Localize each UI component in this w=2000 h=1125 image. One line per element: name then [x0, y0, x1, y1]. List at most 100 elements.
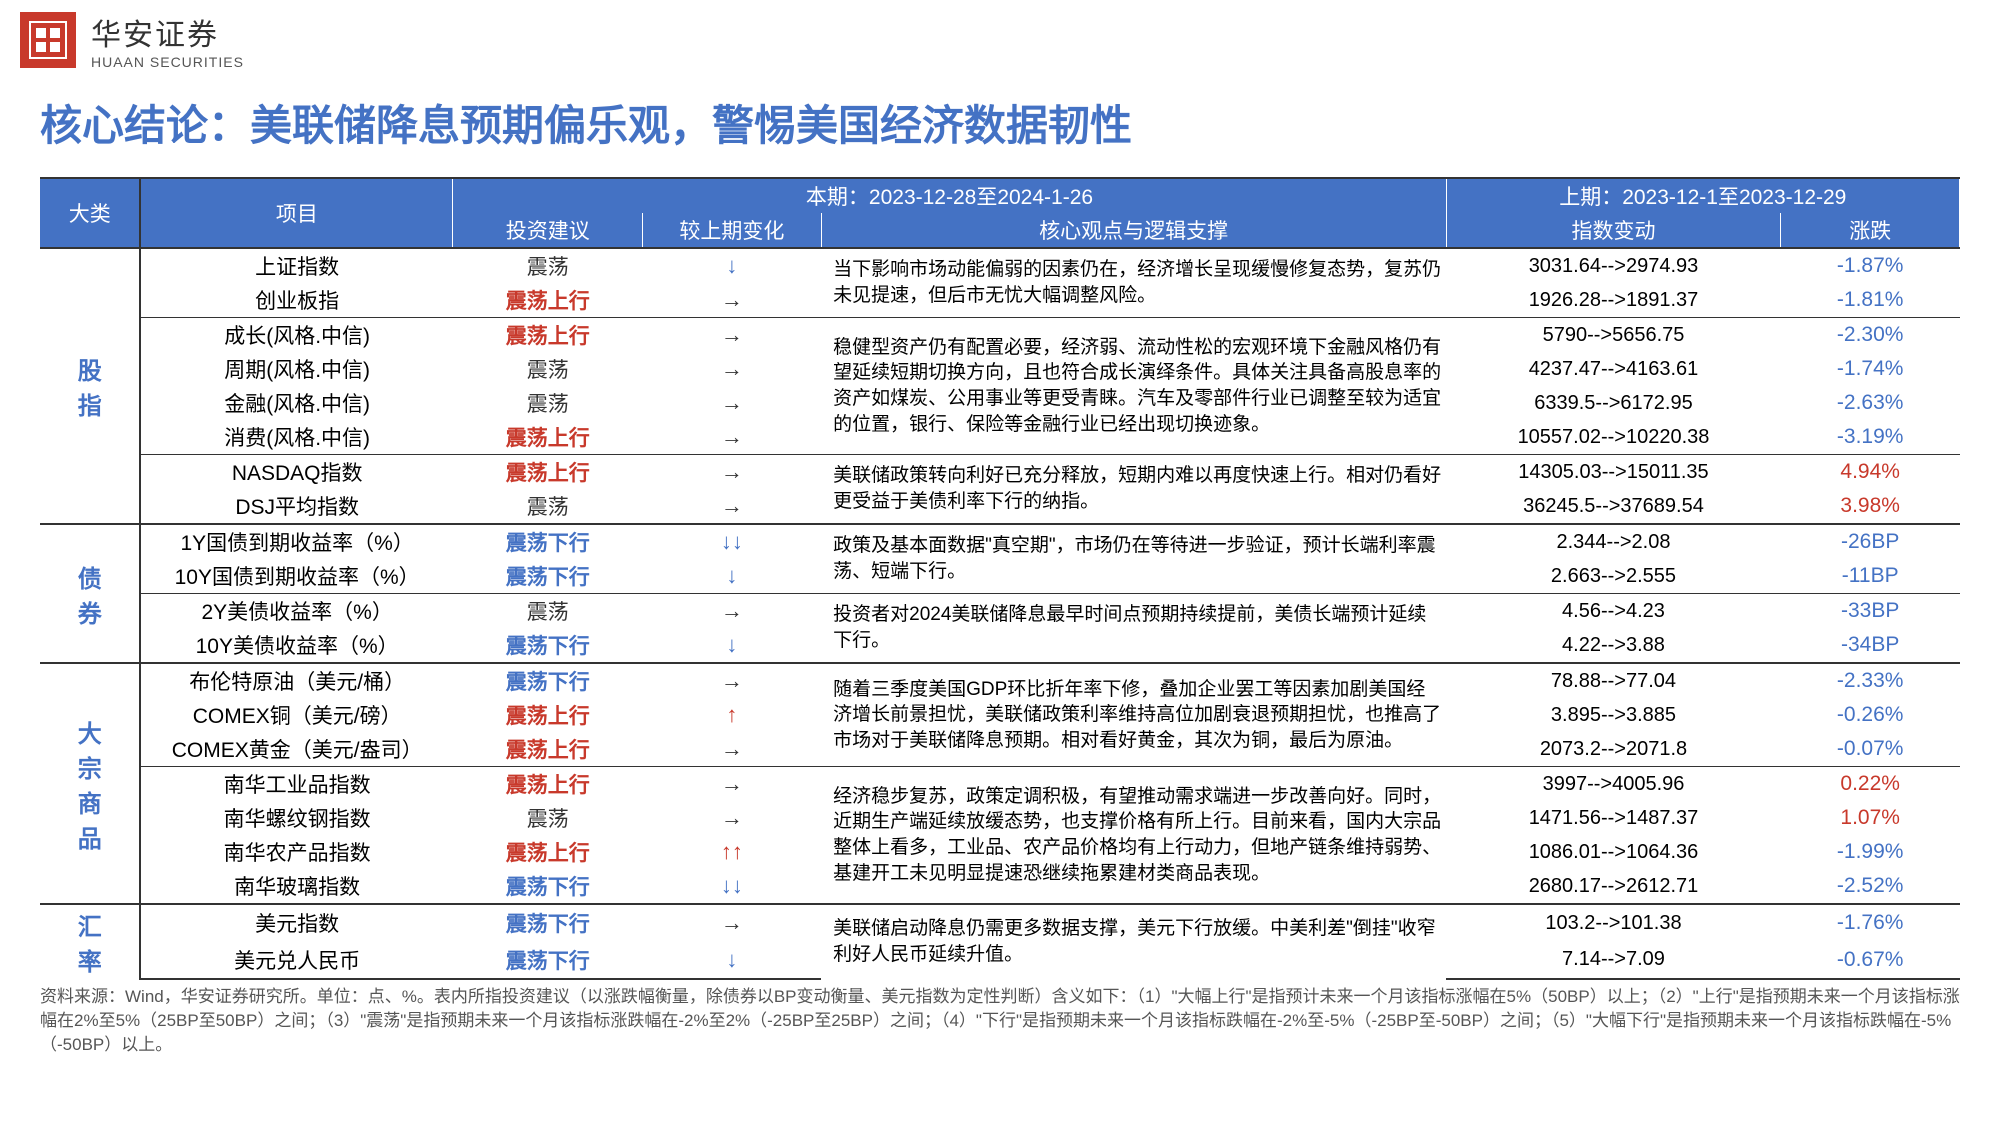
- viewpoint-cell: 当下影响市场动能偏弱的因素仍在，经济增长呈现缓慢修复态势，复苏仍未见提速，但后市…: [821, 248, 1446, 318]
- page-title: 核心结论：美联储降息预期偏乐观，警惕美国经济数据韧性: [0, 80, 2000, 177]
- advice-cell: 震荡上行: [453, 283, 643, 318]
- index-change-cell: 14305.03-->15011.35: [1446, 455, 1781, 490]
- item-cell: COMEX铜（美元/磅）: [140, 698, 452, 732]
- item-cell: 10Y国债到期收益率（%）: [140, 559, 452, 594]
- pct-cell: -1.87%: [1781, 248, 1960, 283]
- index-change-cell: 2.663-->2.555: [1446, 559, 1781, 594]
- index-change-cell: 2073.2-->2071.8: [1446, 732, 1781, 767]
- col-item: 项目: [140, 178, 452, 248]
- item-cell: 上证指数: [140, 248, 452, 283]
- viewpoint-cell: 投资者对2024美联储降息最早时间点预期持续提前，美债长端预计延续下行。: [821, 594, 1446, 664]
- pct-cell: 1.07%: [1781, 801, 1960, 835]
- advice-cell: 震荡上行: [453, 698, 643, 732]
- pct-cell: -2.33%: [1781, 663, 1960, 698]
- advice-cell: 震荡: [453, 352, 643, 386]
- item-cell: NASDAQ指数: [140, 455, 452, 490]
- viewpoint-cell: 经济稳步复苏，政策定调积极，有望推动需求端进一步改善向好。同时，近期生产端延续放…: [821, 767, 1446, 905]
- index-change-cell: 1926.28-->1891.37: [1446, 283, 1781, 318]
- arrow-cell: →: [643, 352, 822, 386]
- page-header: 华安证券 HUAAN SECURITIES: [0, 0, 2000, 80]
- index-change-cell: 5790-->5656.75: [1446, 318, 1781, 353]
- arrow-cell: →: [643, 663, 822, 698]
- advice-cell: 震荡上行: [453, 732, 643, 767]
- logo-icon: [20, 12, 76, 68]
- arrow-cell: ↑↑: [643, 835, 822, 869]
- item-cell: 南华玻璃指数: [140, 869, 452, 904]
- pct-cell: 4.94%: [1781, 455, 1960, 490]
- index-change-cell: 3031.64-->2974.93: [1446, 248, 1781, 283]
- category-cell: 大宗商品: [40, 663, 140, 904]
- arrow-cell: →: [643, 904, 822, 942]
- col-viewpoint: 核心观点与逻辑支撑: [821, 213, 1446, 248]
- arrow-cell: ↓: [643, 628, 822, 663]
- main-table-wrapper: 大类 项目 本期：2023-12-28至2024-1-26 上期：2023-12…: [0, 177, 2000, 980]
- company-name-en: HUAAN SECURITIES: [91, 54, 244, 70]
- index-change-cell: 103.2-->101.38: [1446, 904, 1781, 942]
- advice-cell: 震荡上行: [453, 835, 643, 869]
- index-change-cell: 6339.5-->6172.95: [1446, 386, 1781, 420]
- item-cell: 南华螺纹钢指数: [140, 801, 452, 835]
- pct-cell: -0.67%: [1781, 942, 1960, 980]
- arrow-cell: →: [643, 732, 822, 767]
- pct-cell: -1.74%: [1781, 352, 1960, 386]
- pct-cell: -2.30%: [1781, 318, 1960, 353]
- pct-cell: 0.22%: [1781, 767, 1960, 802]
- index-change-cell: 1086.01-->1064.36: [1446, 835, 1781, 869]
- company-name-cn: 华安证券: [91, 10, 244, 54]
- pct-cell: -1.99%: [1781, 835, 1960, 869]
- pct-cell: -26BP: [1781, 524, 1960, 559]
- index-change-cell: 3.895-->3.885: [1446, 698, 1781, 732]
- item-cell: 1Y国债到期收益率（%）: [140, 524, 452, 559]
- arrow-cell: →: [643, 455, 822, 490]
- pct-cell: -11BP: [1781, 559, 1960, 594]
- arrow-cell: →: [643, 420, 822, 455]
- category-cell: 汇率: [40, 904, 140, 979]
- advice-cell: 震荡: [453, 248, 643, 283]
- arrow-cell: →: [643, 386, 822, 420]
- arrow-cell: ↓: [643, 559, 822, 594]
- pct-cell: -3.19%: [1781, 420, 1960, 455]
- pct-cell: -34BP: [1781, 628, 1960, 663]
- viewpoint-cell: 美联储启动降息仍需更多数据支撑，美元下行放缓。中美利差"倒挂"收窄利好人民币延续…: [821, 904, 1446, 979]
- col-prev-period: 上期：2023-12-1至2023-12-29: [1446, 178, 1959, 213]
- advice-cell: 震荡上行: [453, 318, 643, 353]
- advice-cell: 震荡: [453, 594, 643, 629]
- viewpoint-cell: 美联储政策转向利好已充分释放，短期内难以再度快速上行。相对仍看好更受益于美债利率…: [821, 455, 1446, 525]
- advice-cell: 震荡下行: [453, 628, 643, 663]
- pct-cell: -2.52%: [1781, 869, 1960, 904]
- index-change-cell: 1471.56-->1487.37: [1446, 801, 1781, 835]
- item-cell: 2Y美债收益率（%）: [140, 594, 452, 629]
- col-current-period: 本期：2023-12-28至2024-1-26: [453, 178, 1446, 213]
- item-cell: 南华工业品指数: [140, 767, 452, 802]
- item-cell: 美元兑人民币: [140, 942, 452, 980]
- index-change-cell: 10557.02-->10220.38: [1446, 420, 1781, 455]
- pct-cell: -33BP: [1781, 594, 1960, 629]
- advice-cell: 震荡: [453, 801, 643, 835]
- item-cell: 金融(风格.中信): [140, 386, 452, 420]
- index-change-cell: 4237.47-->4163.61: [1446, 352, 1781, 386]
- arrow-cell: →: [643, 594, 822, 629]
- category-cell: 债券: [40, 524, 140, 663]
- pct-cell: -0.07%: [1781, 732, 1960, 767]
- pct-cell: 3.98%: [1781, 489, 1960, 524]
- arrow-cell: ↑: [643, 698, 822, 732]
- index-change-cell: 2680.17-->2612.71: [1446, 869, 1781, 904]
- footnote: 资料来源：Wind，华安证券研究所。单位：点、%。表内所指投资建议（以涨跌幅衡量…: [0, 980, 2000, 1061]
- arrow-cell: →: [643, 801, 822, 835]
- col-index-change: 指数变动: [1446, 213, 1781, 248]
- arrow-cell: ↓↓: [643, 524, 822, 559]
- advice-cell: 震荡下行: [453, 559, 643, 594]
- item-cell: 创业板指: [140, 283, 452, 318]
- arrow-cell: ↓↓: [643, 869, 822, 904]
- arrow-cell: →: [643, 318, 822, 353]
- advice-cell: 震荡下行: [453, 904, 643, 942]
- index-change-cell: 7.14-->7.09: [1446, 942, 1781, 980]
- advice-cell: 震荡下行: [453, 942, 643, 980]
- index-change-cell: 2.344-->2.08: [1446, 524, 1781, 559]
- pct-cell: -1.81%: [1781, 283, 1960, 318]
- table-body: 股指上证指数震荡↓当下影响市场动能偏弱的因素仍在，经济增长呈现缓慢修复态势，复苏…: [40, 248, 1960, 979]
- arrow-cell: →: [643, 283, 822, 318]
- advice-cell: 震荡上行: [453, 767, 643, 802]
- index-change-cell: 4.22-->3.88: [1446, 628, 1781, 663]
- arrow-cell: →: [643, 489, 822, 524]
